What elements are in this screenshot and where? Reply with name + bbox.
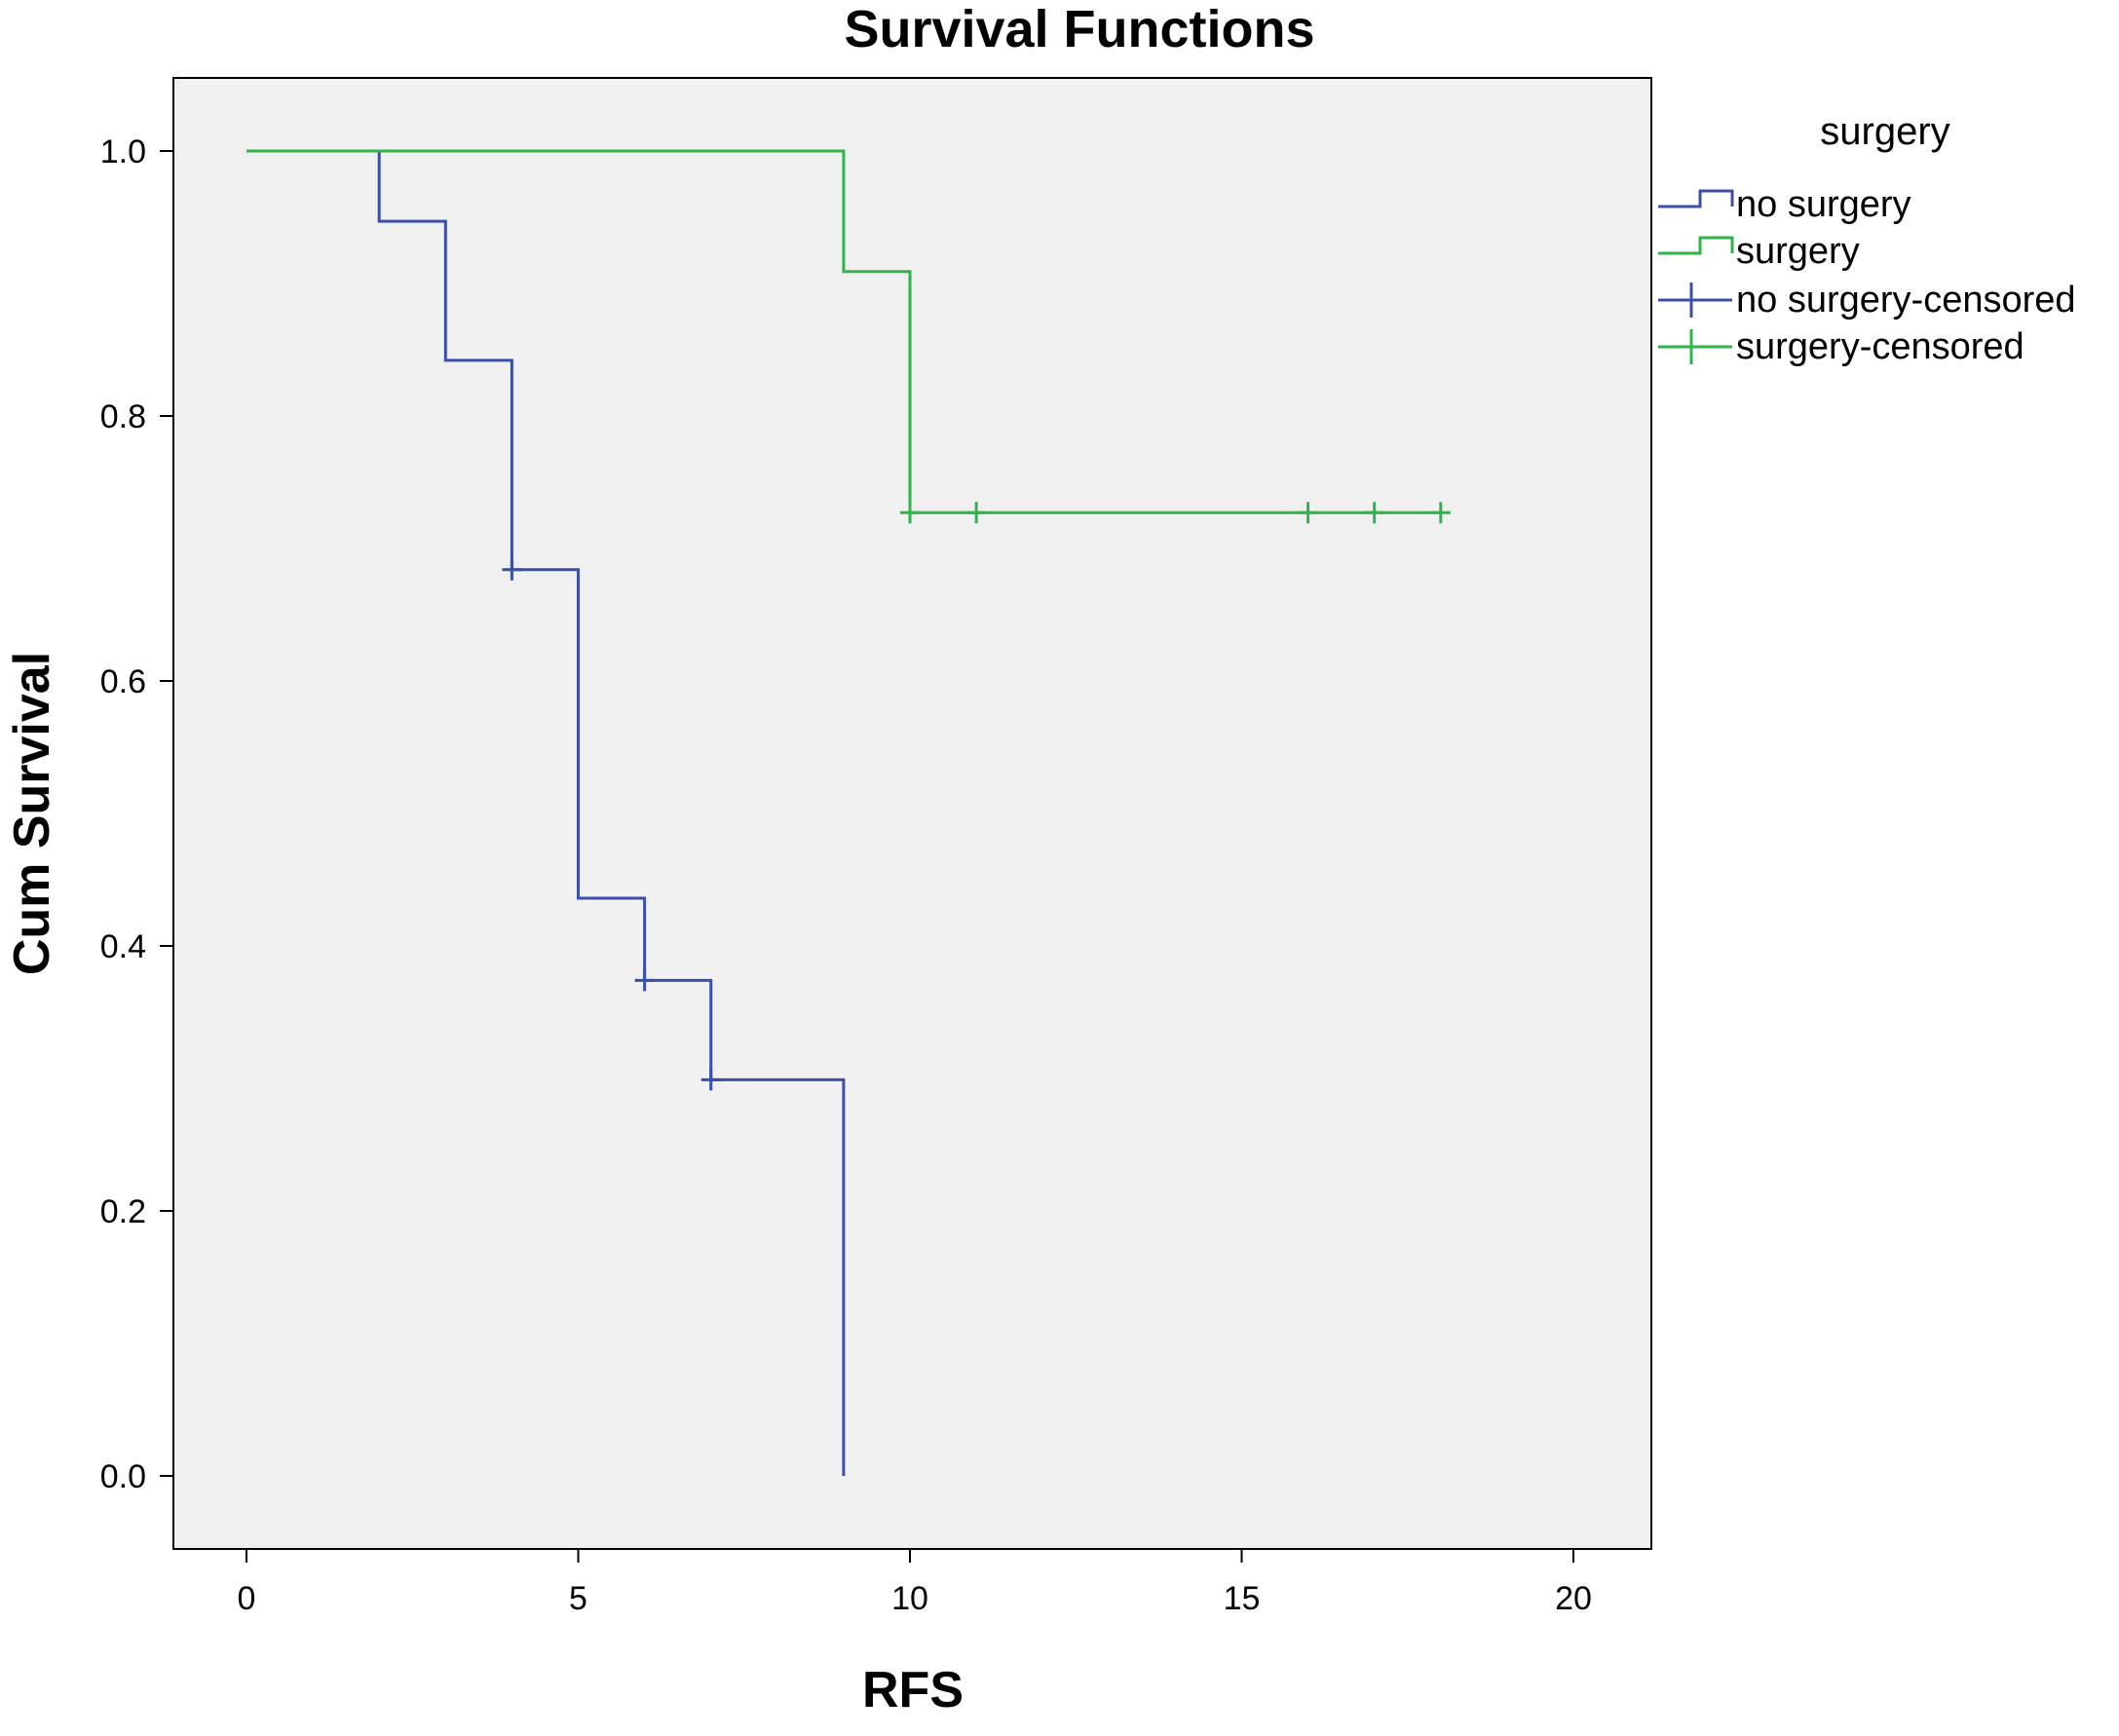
censor-mark-no-surgery xyxy=(700,1069,721,1091)
legend-step-icon-surgery xyxy=(1658,236,1734,255)
x-tick-label: 15 xyxy=(1224,1580,1261,1617)
legend-label-surgery-censored: surgery-censored xyxy=(1736,326,2024,367)
y-tick-label: 0.2 xyxy=(100,1193,146,1230)
y-tick-label: 0.8 xyxy=(100,398,146,435)
censor-mark-no-surgery xyxy=(502,558,522,581)
x-tick-label: 5 xyxy=(569,1580,587,1617)
legend-censor-icon-no-surgery xyxy=(1658,283,1732,318)
censor-mark-surgery xyxy=(1298,502,1318,524)
y-tick-label: 0.0 xyxy=(100,1458,146,1495)
series-line-no-surgery xyxy=(246,149,846,1476)
y-axis-title: Cum Survival xyxy=(4,652,60,975)
y-axis: 0.0 0.2 0.4 0.6 0.8 1.0 xyxy=(100,133,173,1495)
x-tick-label: 10 xyxy=(891,1580,928,1617)
x-axis: 0 5 10 15 20 xyxy=(238,1549,1592,1617)
censor-mark-surgery xyxy=(1430,502,1451,524)
legend-entry-surgery-censored: surgery-censored xyxy=(1658,326,2024,367)
legend-entry-no-surgery-censored: no surgery-censored xyxy=(1658,280,2076,321)
censor-mark-surgery xyxy=(900,502,920,524)
censor-mark-surgery xyxy=(1364,502,1384,524)
y-tick-label: 0.6 xyxy=(100,663,146,700)
censor-mark-no-surgery xyxy=(634,969,655,992)
plot-area xyxy=(172,77,1652,1550)
legend-title: surgery xyxy=(1820,110,1949,153)
series-line-surgery xyxy=(246,149,1441,514)
legend-label-no-surgery: no surgery xyxy=(1736,184,1911,225)
chart-title: Survival Functions xyxy=(844,0,1314,58)
legend-censor-icon-surgery xyxy=(1658,329,1732,364)
x-tick-label: 0 xyxy=(238,1580,256,1617)
legend-entry-surgery: surgery xyxy=(1658,231,1860,272)
y-tick-label: 0.4 xyxy=(100,928,146,965)
legend: surgery no surgery surgery no surgery-ce… xyxy=(1658,110,2076,367)
legend-label-surgery: surgery xyxy=(1736,231,1860,272)
legend-label-no-surgery-censored: no surgery-censored xyxy=(1736,280,2076,321)
censor-mark-surgery xyxy=(966,502,987,524)
legend-entry-no-surgery: no surgery xyxy=(1658,184,1911,225)
x-axis-title: RFS xyxy=(862,1662,964,1718)
x-tick-label: 20 xyxy=(1555,1580,1592,1617)
y-tick-label: 1.0 xyxy=(100,133,146,170)
legend-step-icon-no-surgery xyxy=(1658,189,1734,208)
series-layer xyxy=(246,149,1451,1476)
